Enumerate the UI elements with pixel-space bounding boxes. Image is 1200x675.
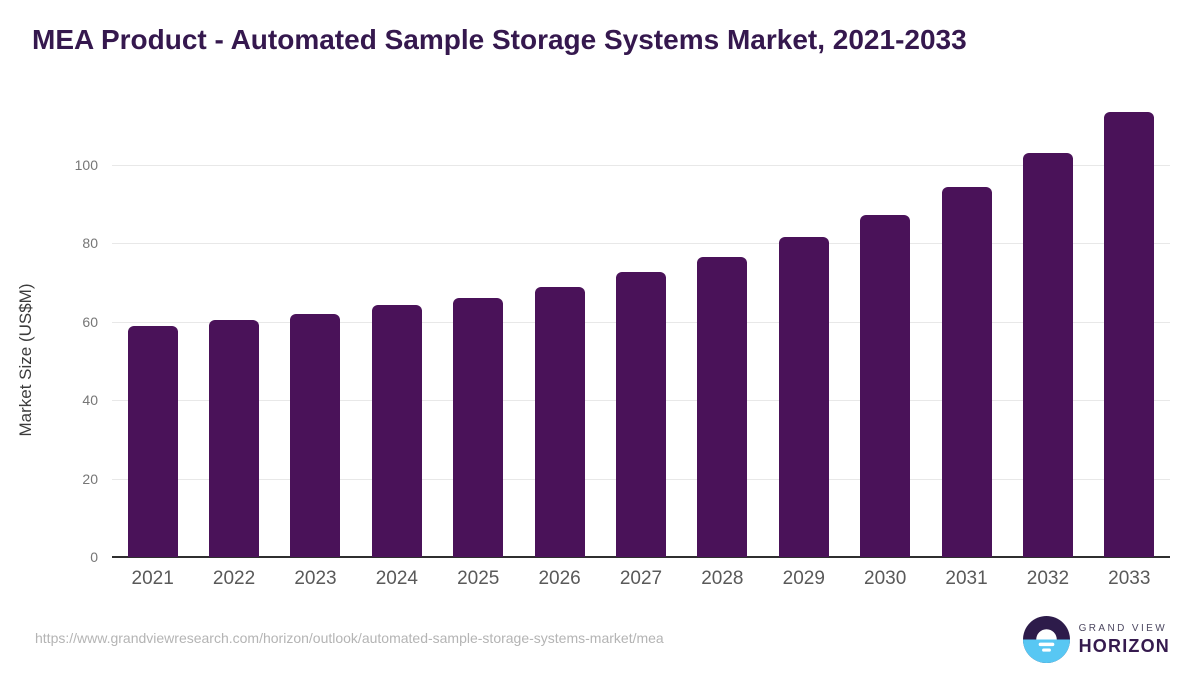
bar-2025 — [453, 297, 504, 557]
bar-2029 — [778, 237, 829, 557]
bar-2023 — [290, 314, 341, 557]
y-tick-0: 0 — [90, 549, 98, 565]
bar-2024 — [371, 305, 422, 557]
bar-2033 — [1104, 111, 1155, 557]
bar-2027 — [616, 272, 666, 557]
x-tick-2030: 2030 — [864, 568, 907, 589]
x-tick-2032: 2032 — [1026, 568, 1070, 589]
logo-horizon-label: HORIZON — [1078, 635, 1170, 656]
horizon-logo-icon — [1022, 616, 1070, 663]
x-tick-2027: 2027 — [619, 568, 663, 589]
y-tick-80: 80 — [82, 235, 98, 251]
x-tick-2025: 2025 — [457, 568, 500, 589]
x-tick-2023: 2023 — [294, 568, 337, 589]
x-tick-2031: 2031 — [945, 568, 988, 589]
y-axis-title: Market Size (US$M) — [16, 283, 35, 437]
gridline-80 — [112, 243, 1170, 244]
gridline-100 — [112, 164, 1170, 166]
x-tick-2028: 2028 — [701, 568, 744, 589]
y-tick-60: 60 — [82, 313, 98, 330]
y-tick-40: 40 — [82, 392, 98, 408]
bar-2028 — [697, 257, 748, 557]
bar-2031 — [941, 186, 992, 557]
y-tick-100: 100 — [74, 156, 98, 173]
x-tick-2033: 2033 — [1108, 568, 1151, 589]
x-tick-2022: 2022 — [212, 568, 256, 589]
chart-title: MEA Product - Automated Sample Storage S… — [32, 24, 967, 55]
x-tick-2029: 2029 — [782, 568, 825, 589]
bar-2030 — [860, 214, 911, 557]
bar-2021 — [127, 326, 178, 557]
logo-grand-view-label: GRAND VIEW — [1078, 622, 1168, 634]
bar-2022 — [209, 320, 260, 557]
bar-2026 — [534, 286, 585, 557]
brand-logo: GRAND VIEW HORIZON — [1022, 616, 1170, 663]
bar-2032 — [1022, 152, 1073, 557]
y-tick-20: 20 — [82, 470, 98, 487]
x-tick-2026: 2026 — [538, 568, 581, 589]
x-axis-line — [112, 556, 1170, 558]
x-tick-2021: 2021 — [131, 568, 174, 589]
x-tick-2024: 2024 — [375, 568, 418, 589]
source-url: https://www.grandviewresearch.com/horizo… — [35, 630, 664, 646]
logo-text: GRAND VIEW HORIZON — [1079, 623, 1170, 657]
